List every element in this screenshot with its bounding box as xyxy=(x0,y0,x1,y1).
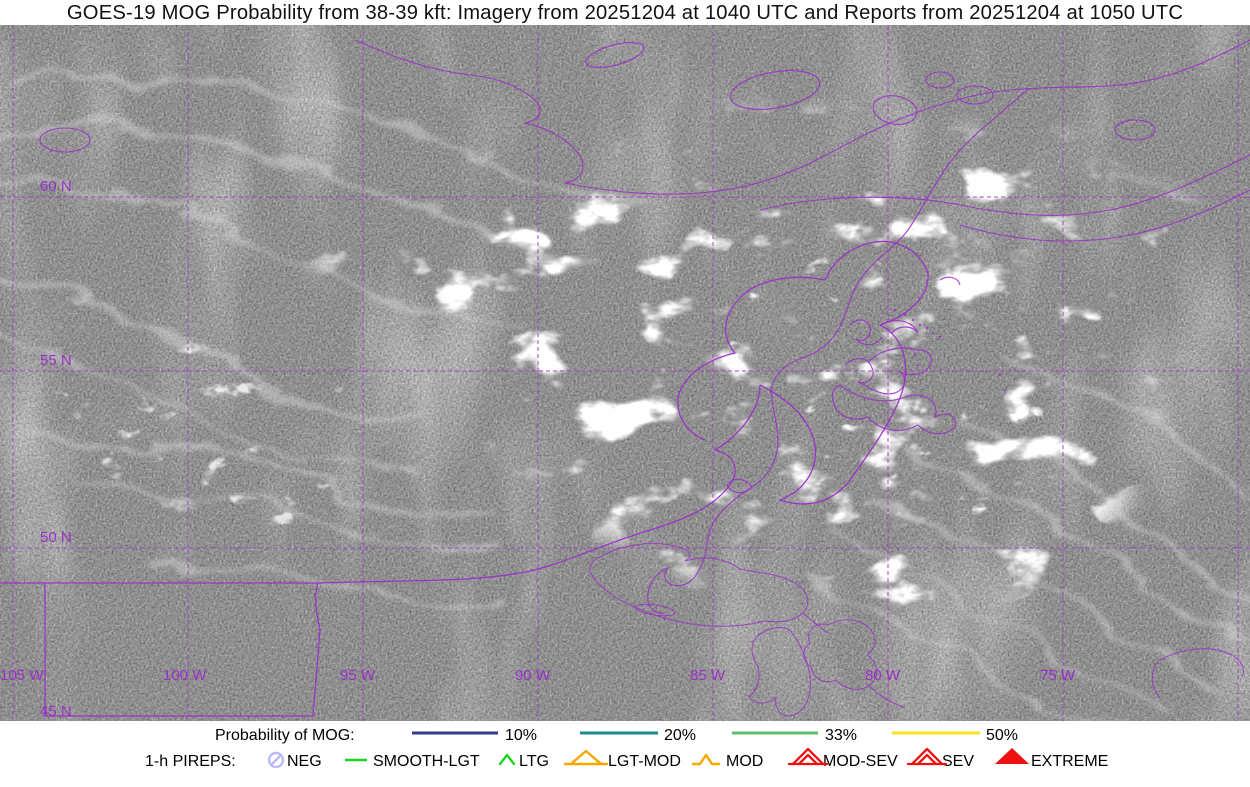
svg-text:MOD-SEV: MOD-SEV xyxy=(823,753,898,770)
svg-text:105 W: 105 W xyxy=(0,667,44,684)
svg-text:SMOOTH-LGT: SMOOTH-LGT xyxy=(373,753,480,770)
svg-text:55 N: 55 N xyxy=(40,352,72,369)
svg-text:60 N: 60 N xyxy=(40,178,72,195)
svg-text:95 W: 95 W xyxy=(340,667,376,684)
svg-text:50 N: 50 N xyxy=(40,529,72,546)
svg-text:LTG: LTG xyxy=(519,753,549,770)
svg-text:1-h PIREPS:: 1-h PIREPS: xyxy=(145,753,236,770)
svg-text:75 W: 75 W xyxy=(1040,667,1076,684)
svg-text:100 W: 100 W xyxy=(163,667,207,684)
svg-text:10%: 10% xyxy=(505,727,537,744)
svg-text:50%: 50% xyxy=(986,727,1018,744)
svg-text:90 W: 90 W xyxy=(515,667,551,684)
svg-text:33%: 33% xyxy=(825,727,857,744)
svg-text:NEG: NEG xyxy=(287,753,322,770)
svg-text:LGT-MOD: LGT-MOD xyxy=(608,753,681,770)
svg-text:EXTREME: EXTREME xyxy=(1031,753,1108,770)
svg-text:MOD: MOD xyxy=(726,753,763,770)
svg-text:SEV: SEV xyxy=(942,753,974,770)
svg-text:85 W: 85 W xyxy=(690,667,726,684)
svg-text:20%: 20% xyxy=(664,727,696,744)
svg-text:Probability of MOG:: Probability of MOG: xyxy=(215,727,355,744)
svg-text:80 W: 80 W xyxy=(865,667,901,684)
